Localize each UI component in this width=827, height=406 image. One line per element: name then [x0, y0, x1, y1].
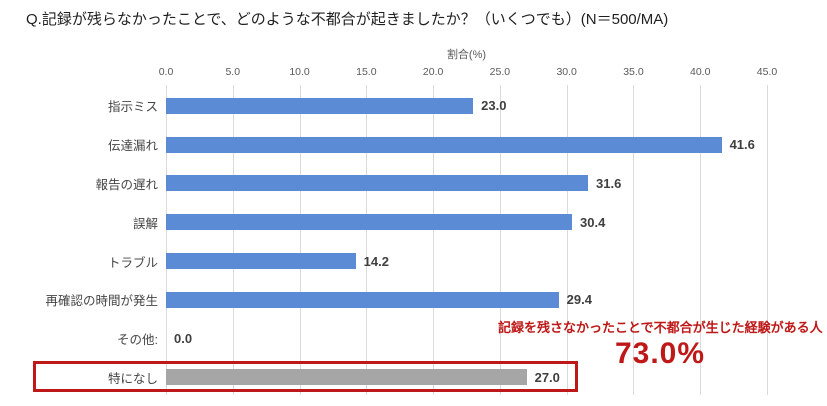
gridline — [299, 85, 301, 395]
gridline — [767, 85, 768, 395]
gridline — [166, 85, 167, 395]
annotation-percentage: 73.0% — [614, 337, 706, 370]
category-label: 特になし — [107, 371, 158, 386]
category-label: 指示ミス — [107, 100, 158, 115]
x-tick-label: 35.0 — [623, 66, 644, 78]
x-tick-label: 10.0 — [289, 66, 310, 78]
gridline — [700, 85, 702, 395]
gridline — [232, 85, 234, 395]
chart-question-title: Q.記録が残らなかったことで、どのような不都合が起きましたか？（いくつでも）(N… — [26, 11, 669, 28]
value-label: 41.6 — [729, 137, 755, 153]
x-tick-label: 25.0 — [489, 66, 511, 78]
bar-row: トラブル 14.2 — [0, 242, 827, 281]
x-tick-label: 45.0 — [756, 66, 778, 78]
value-label: 23.0 — [481, 98, 507, 114]
bar-row: 報告の遅れ 31.6 — [0, 164, 827, 203]
bar-row: 指示ミス 23.0 — [0, 87, 827, 126]
bar-row: 特になし 27.0 — [0, 358, 827, 397]
gridline — [566, 85, 568, 395]
value-label: 29.4 — [566, 292, 592, 308]
gridline — [366, 85, 368, 395]
x-tick-label: 0.0 — [158, 66, 174, 78]
value-label: 31.6 — [596, 175, 622, 191]
x-tick-label: 15.0 — [356, 66, 377, 78]
x-tick-label: 20.0 — [422, 66, 444, 78]
bar-blue — [166, 253, 356, 270]
category-label: その他: — [117, 333, 158, 348]
bar-row: 伝達漏れ 41.6 — [0, 125, 827, 164]
bar-row: 再確認の時間が発生 29.4 — [0, 281, 827, 320]
bar-blue — [166, 291, 559, 308]
bar-blue — [166, 214, 572, 231]
category-label: 誤解 — [132, 216, 158, 231]
bar-gray — [166, 369, 527, 386]
x-axis-title: 割合(%) — [446, 49, 487, 61]
bar-row: 誤解 30.4 — [0, 203, 827, 242]
gridline — [633, 85, 635, 395]
value-label: 27.0 — [534, 369, 560, 385]
value-label: 14.2 — [363, 253, 389, 269]
value-label: 30.4 — [580, 214, 606, 230]
gridline — [433, 85, 435, 395]
bar-blue — [166, 175, 589, 192]
highlight-red-box — [33, 361, 578, 392]
category-label: トラブル — [107, 255, 158, 270]
bar-blue — [166, 97, 474, 114]
x-tick-label: 30.0 — [556, 66, 577, 78]
category-label: 報告の遅れ — [95, 177, 158, 192]
x-tick-label: 40.0 — [690, 66, 711, 78]
category-label: 再確認の時間が発生 — [45, 294, 158, 309]
bar-row: その他: 0.0 — [0, 319, 827, 358]
annotation-text: 記録を残さなかったことで不都合が生じた経験がある人 — [498, 320, 823, 335]
category-label: 伝達漏れ — [107, 139, 158, 154]
value-label: 0.0 — [174, 331, 193, 347]
gridline — [499, 85, 501, 395]
bar-blue — [166, 136, 722, 153]
x-tick-label: 5.0 — [225, 66, 241, 78]
annotation: 記録を残さなかったことで不都合が生じた経験がある人 73.0% — [498, 317, 823, 370]
